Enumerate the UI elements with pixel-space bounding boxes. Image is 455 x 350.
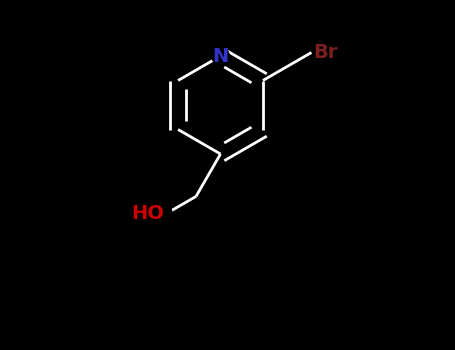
Circle shape [146, 201, 172, 227]
Circle shape [212, 47, 229, 65]
Text: N: N [212, 47, 228, 65]
Text: Br: Br [313, 43, 338, 62]
Text: HO: HO [131, 204, 164, 223]
